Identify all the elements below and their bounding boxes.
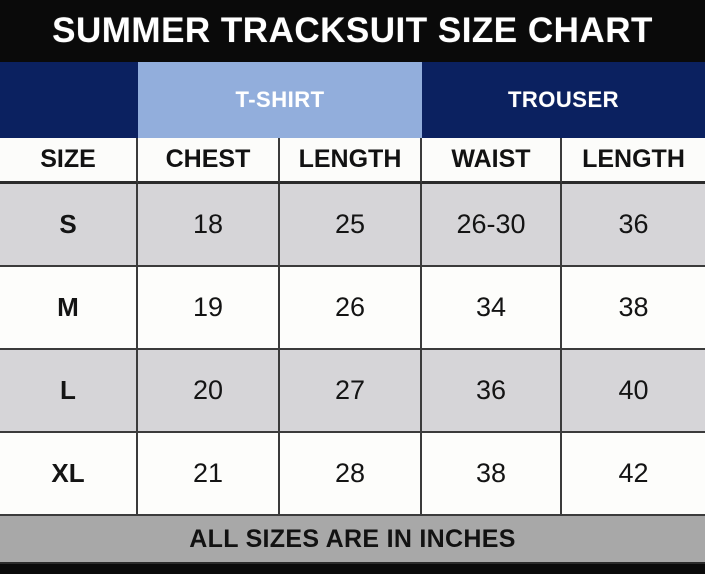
column-header-size: SIZE [0,138,138,184]
cell-waist: 36 [422,350,562,433]
cell-size: XL [0,433,138,516]
cell-size: S [0,184,138,267]
cell-chest: 21 [138,433,280,516]
column-header-tshirt-length: LENGTH [280,138,422,184]
table-row: L 20 27 36 40 [0,350,705,433]
group-header-trouser: TROUSER [422,62,705,138]
table-row: S 18 25 26-30 36 [0,184,705,267]
column-header-row: SIZE CHEST LENGTH WAIST LENGTH [0,138,705,184]
cell-waist: 34 [422,267,562,350]
cell-trouser-length: 38 [562,267,705,350]
chart-title-band: SUMMER TRACKSUIT SIZE CHART [0,0,705,62]
cell-chest: 19 [138,267,280,350]
cell-waist: 38 [422,433,562,516]
group-header-blank [0,62,138,138]
column-header-trouser-length: LENGTH [562,138,705,184]
page-title: SUMMER TRACKSUIT SIZE CHART [52,11,653,50]
cell-chest: 18 [138,184,280,267]
column-header-chest: CHEST [138,138,280,184]
cell-size: M [0,267,138,350]
group-header-row: T-SHIRT TROUSER [0,62,705,138]
cell-trouser-length: 36 [562,184,705,267]
cell-tshirt-length: 28 [280,433,422,516]
cell-tshirt-length: 27 [280,350,422,433]
cell-tshirt-length: 25 [280,184,422,267]
table-row: XL 21 28 38 42 [0,433,705,516]
cell-trouser-length: 40 [562,350,705,433]
cell-waist: 26-30 [422,184,562,267]
bottom-black-band [0,564,705,574]
footer-note-row: ALL SIZES ARE IN INCHES [0,516,705,564]
cell-tshirt-length: 26 [280,267,422,350]
cell-size: L [0,350,138,433]
column-header-waist: WAIST [422,138,562,184]
cell-trouser-length: 42 [562,433,705,516]
table-row: M 19 26 34 38 [0,267,705,350]
footer-note: ALL SIZES ARE IN INCHES [189,524,516,553]
cell-chest: 20 [138,350,280,433]
size-table: T-SHIRT TROUSER SIZE CHEST LENGTH WAIST … [0,62,705,574]
group-header-tshirt: T-SHIRT [138,62,422,138]
